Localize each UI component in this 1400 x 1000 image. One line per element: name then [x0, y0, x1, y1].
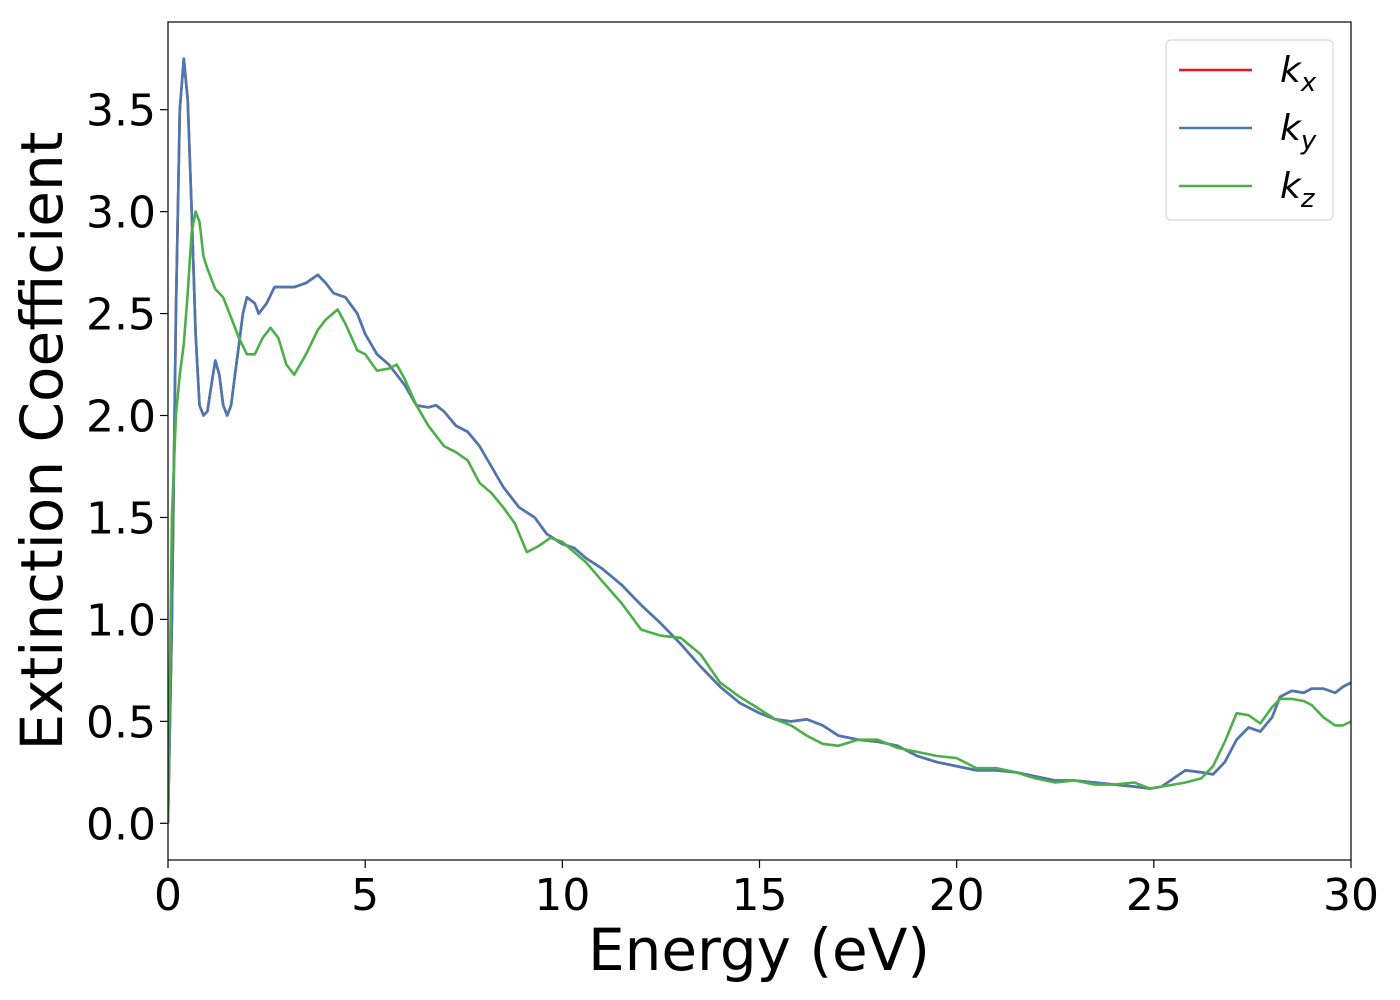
x-tick-label: 0: [154, 870, 182, 921]
y-tick-label: 2.5: [86, 290, 156, 341]
y-tick-label: 3.0: [86, 188, 156, 239]
y-tick-label: 2.0: [86, 392, 156, 443]
y-tick-label: 3.5: [86, 86, 156, 137]
plot-area: [168, 57, 1351, 824]
x-tick-label: 25: [1126, 870, 1182, 921]
y-tick-label: 1.0: [86, 595, 156, 646]
x-tick-label: 30: [1323, 870, 1379, 921]
legend: kx ky kz: [1165, 39, 1334, 221]
y-axis-title: Extinction Coefficient: [8, 132, 76, 751]
y-tick-label: 0.5: [86, 697, 156, 748]
legend-label-kz: kz: [1280, 166, 1316, 214]
y-tick-label: 0.0: [86, 799, 156, 850]
x-tick-label: 20: [929, 870, 985, 921]
series-line-kz: [168, 210, 1351, 824]
x-axis-title: Energy (eV): [588, 916, 930, 984]
axes: 0 5 10 15 20 25 30 0.0 0.5 1.0 1.5 2.0 2.5 3.0 3.5: [86, 21, 1379, 921]
legend-box: [1165, 39, 1334, 221]
legend-label-kx: kx: [1280, 50, 1317, 98]
legend-label-ky: ky: [1280, 108, 1317, 156]
x-tick-label: 10: [534, 870, 590, 921]
x-tick-label: 15: [732, 870, 788, 921]
x-tick-label: 5: [351, 870, 379, 921]
y-tick-label: 1.5: [86, 493, 156, 544]
